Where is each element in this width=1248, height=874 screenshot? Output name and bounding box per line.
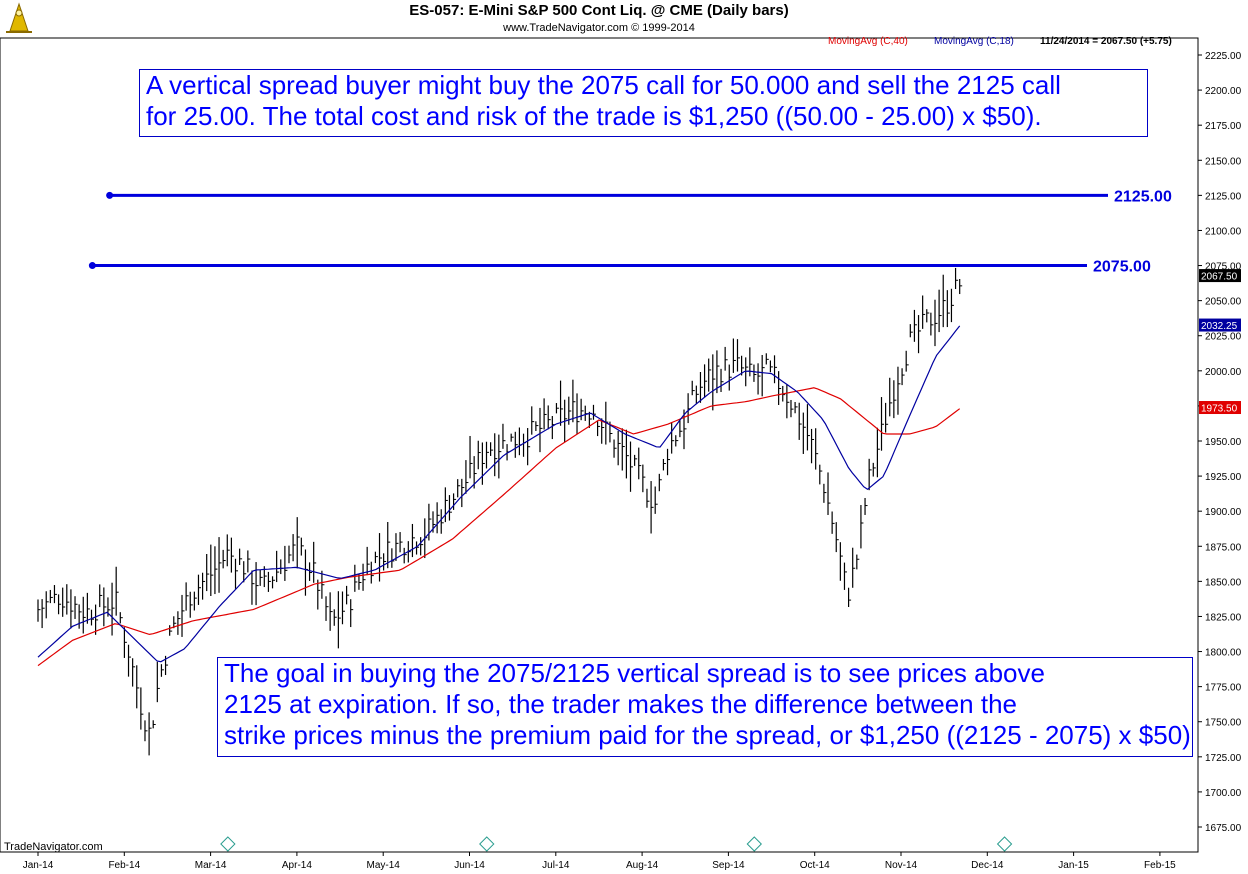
annotation-bottom-line-1: The goal in buying the 2075/2125 vertica… [224,658,1045,688]
price-bars [37,267,963,756]
x-tick-label-4: May-14 [367,860,401,871]
y-tick-label-1: 2200.00 [1205,86,1242,97]
y-tick-label-11: 1950.00 [1205,437,1242,448]
x-tick-label-6: Jul-14 [542,860,570,871]
x-tick-label-13: Feb-15 [1144,860,1176,871]
y-tick-label-9: 2000.00 [1205,367,1242,378]
y-tick-label-17: 1800.00 [1205,648,1242,659]
trade-navigator-logo-icon [6,2,32,33]
strike-lines: 2125.00 2075.00 [88,188,1172,276]
y-tick-label-3: 2150.00 [1205,156,1242,167]
price-tag-label-0: 2067.50 [1201,272,1238,283]
y-tick-label-8: 2025.00 [1205,332,1242,343]
x-tick-label-2: Mar-14 [195,860,227,871]
strike-line-label-1: 2075.00 [1093,259,1151,276]
y-tick-label-19: 1750.00 [1205,718,1242,729]
annotation-top-line-1: A vertical spread buyer might buy the 20… [146,70,1061,100]
x-tick-label-8: Sep-14 [712,860,745,871]
y-tick-label-21: 1700.00 [1205,788,1242,799]
event-marker-icon-3 [996,836,1013,852]
x-tick-label-1: Feb-14 [108,860,140,871]
y-tick-label-15: 1850.00 [1205,577,1242,588]
y-tick-label-6: 2075.00 [1205,262,1242,273]
chart-title: ES-057: E-Mini S&P 500 Cont Liq. @ CME (… [409,2,789,19]
y-tick-label-4: 2125.00 [1205,191,1242,202]
x-tick-label-10: Nov-14 [885,860,918,871]
strike-line-start-dot-0 [106,191,114,199]
watermark: TradeNavigator.com [4,841,103,853]
series-ma18-line [37,325,961,663]
legend-ma40: MovingAvg (C,40) [828,36,908,47]
annotation-bottom-line-2: 2125 at expiration. If so, the trader ma… [224,689,1018,719]
event-marker-icon-1 [479,836,495,852]
series-ma40-line [37,387,961,667]
legend-ma18: MovingAvg (C,18) [934,36,1014,47]
y-tick-label-5: 2100.00 [1205,226,1242,237]
legend-last-price: 11/24/2014 = 2067.50 (+5.75) [1040,36,1172,47]
y-axis-ticks: 2225.00 2200.00 2175.00 2150.00 2125.00 2100.… [1198,51,1242,834]
x-tick-label-7: Aug-14 [626,860,659,871]
event-marker-icon-2 [746,836,762,852]
y-tick-label-12: 1925.00 [1205,472,1242,483]
annotation-bottom-line-3: strike prices minus the premium paid for… [224,720,1193,750]
price-tags: 2067.50 2032.25 1973.50 [1199,269,1241,415]
y-tick-label-22: 1675.00 [1205,823,1242,834]
chart-subtitle: www.TradeNavigator.com © 1999-2014 [503,22,695,34]
x-tick-label-0: Jan-14 [23,860,54,871]
y-tick-label-16: 1825.00 [1205,612,1242,623]
strike-line-label-0: 2125.00 [1114,188,1172,205]
price-tag-1 [1199,318,1241,332]
price-tag-2 [1199,401,1241,415]
y-tick-label-7: 2050.00 [1205,297,1242,308]
x-tick-label-3: Apr-14 [282,860,312,871]
y-tick-label-14: 1875.00 [1205,542,1242,553]
y-tick-label-0: 2225.00 [1205,51,1242,62]
event-marker-icon-0 [220,836,236,852]
price-tag-0 [1199,269,1241,283]
event-markers [220,836,1013,852]
y-tick-label-2: 2175.00 [1205,121,1242,132]
annotation-bottom: The goal in buying the 2075/2125 vertica… [217,657,1193,757]
y-tick-label-20: 1725.00 [1205,753,1242,764]
x-tick-label-11: Dec-14 [971,860,1004,871]
price-tag-label-2: 1973.50 [1201,404,1238,415]
x-axis-ticks: Jan-14 Feb-14 Mar-14 Apr-14 May-14 Jun-14 Jul-… [23,852,1176,871]
y-tick-label-18: 1775.00 [1205,683,1242,694]
y-tick-label-13: 1900.00 [1205,507,1242,518]
x-tick-label-12: Jan-15 [1058,860,1089,871]
x-tick-label-5: Jun-14 [454,860,485,871]
price-tag-label-1: 2032.25 [1201,321,1238,332]
x-tick-label-9: Oct-14 [800,860,830,871]
annotation-top: A vertical spread buyer might buy the 20… [139,69,1148,137]
strike-line-start-dot-1 [88,262,96,270]
annotation-top-line-2: for 25.00. The total cost and risk of th… [146,101,1042,131]
